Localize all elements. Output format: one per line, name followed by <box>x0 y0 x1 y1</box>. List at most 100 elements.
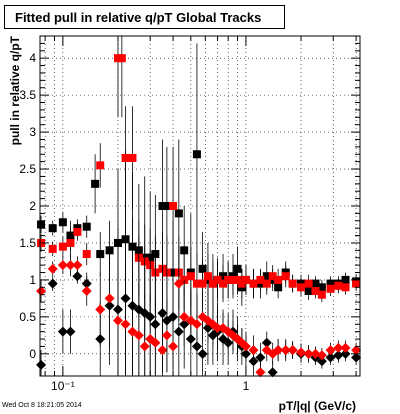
data-point-square <box>48 244 57 253</box>
data-point-square <box>249 279 258 288</box>
data-point-diamond <box>340 342 351 353</box>
data-point-diamond <box>47 263 58 274</box>
data-point-diamond <box>72 271 83 282</box>
data-point-square <box>198 279 207 288</box>
data-point-diamond <box>255 367 266 378</box>
x-tick-label: 10⁻¹ <box>51 379 75 393</box>
data-point-square <box>288 279 297 288</box>
data-point-diamond <box>212 322 223 333</box>
data-point-square <box>37 220 46 229</box>
data-point-square <box>73 227 82 236</box>
data-point-diamond <box>72 260 83 271</box>
data-point-diamond <box>287 345 298 356</box>
data-point-diamond <box>325 345 336 356</box>
data-point-square <box>162 202 171 210</box>
data-series <box>36 36 362 378</box>
data-point-diamond <box>296 347 307 358</box>
data-point-square <box>192 279 201 288</box>
data-point-square <box>341 283 350 292</box>
data-point-square <box>311 287 320 295</box>
y-tick-label: 0.5 <box>19 310 36 324</box>
data-point-square <box>268 272 277 281</box>
data-point-diamond <box>65 326 76 337</box>
data-point-square <box>96 161 105 170</box>
data-point-square <box>297 283 306 292</box>
data-point-square <box>233 275 242 284</box>
data-point-diamond <box>150 337 161 348</box>
data-point-diamond <box>47 278 58 289</box>
data-point-diamond <box>36 359 47 370</box>
data-point-diamond <box>57 260 68 271</box>
data-point-square <box>203 272 212 281</box>
data-point-square <box>304 279 313 288</box>
data-series-group <box>36 246 362 378</box>
data-point-diamond <box>197 348 208 359</box>
x-tick-label: 1 <box>243 379 250 393</box>
data-point-diamond <box>127 326 138 337</box>
data-point-square <box>169 202 178 210</box>
data-point-square <box>334 281 343 290</box>
data-point-square <box>58 242 67 251</box>
data-point-diamond <box>168 341 179 352</box>
data-point-square <box>158 202 167 210</box>
data-point-diamond <box>303 348 314 359</box>
data-point-square <box>96 250 105 259</box>
data-point-square <box>274 275 283 284</box>
data-point-diamond <box>104 293 115 304</box>
data-point-square <box>48 224 57 233</box>
data-point-diamond <box>351 345 362 356</box>
data-point-diamond <box>57 326 68 337</box>
data-point-diamond <box>191 319 202 330</box>
y-tick-label: 0 <box>29 347 36 361</box>
data-point-square <box>326 284 335 293</box>
data-point-diamond <box>173 278 184 289</box>
data-point-square <box>192 150 201 159</box>
data-point-diamond <box>81 286 92 296</box>
data-point-diamond <box>179 311 190 322</box>
axes: 10⁻¹ 1 0 0.5 1 1.5 2 2.5 3 3.5 4 <box>19 35 360 393</box>
data-point-diamond <box>267 367 278 378</box>
data-point-diamond <box>95 304 106 315</box>
data-point-square <box>256 275 265 284</box>
data-point-diamond <box>316 350 327 361</box>
chart-title: Fitted pull in relative q/pT Global Trac… <box>15 10 262 25</box>
data-point-diamond <box>161 330 172 341</box>
timestamp-footer: Wed Oct 8 18:21:05 2014 <box>2 402 82 409</box>
data-point-square <box>58 218 67 227</box>
data-point-square <box>121 153 130 162</box>
data-point-diamond <box>280 345 291 356</box>
data-point-diamond <box>65 260 76 271</box>
data-point-diamond <box>333 342 344 353</box>
y-tick-label: 3 <box>29 125 36 139</box>
data-point-square <box>82 250 91 259</box>
y-tick-label: 2.5 <box>19 162 36 176</box>
y-tick-label: 2 <box>29 199 36 213</box>
data-point-square <box>128 153 137 162</box>
data-point-square <box>117 54 126 63</box>
data-point-diamond <box>173 326 184 337</box>
data-series-group <box>37 36 361 314</box>
data-point-square <box>82 222 91 231</box>
data-point-square <box>224 275 233 284</box>
data-point-square <box>317 290 326 299</box>
y-tick-label: 1 <box>29 273 36 287</box>
data-point-square <box>91 179 100 188</box>
data-point-diamond <box>139 341 150 352</box>
data-point-square <box>281 272 290 281</box>
data-point-square <box>241 275 250 284</box>
data-point-square <box>186 272 195 281</box>
data-point-diamond <box>157 345 168 356</box>
data-point-square <box>237 279 246 288</box>
data-point-square <box>262 279 271 288</box>
data-point-diamond <box>120 319 131 330</box>
data-point-square <box>219 279 228 288</box>
y-tick-label: 4 <box>29 51 36 65</box>
data-point-diamond <box>36 286 47 296</box>
data-point-square <box>66 238 75 247</box>
data-point-square <box>208 279 217 288</box>
y-axis-label: pull in relative q/pT <box>8 35 22 145</box>
data-point-square <box>228 275 237 284</box>
data-point-diamond <box>112 315 123 326</box>
data-point-square <box>352 279 361 288</box>
